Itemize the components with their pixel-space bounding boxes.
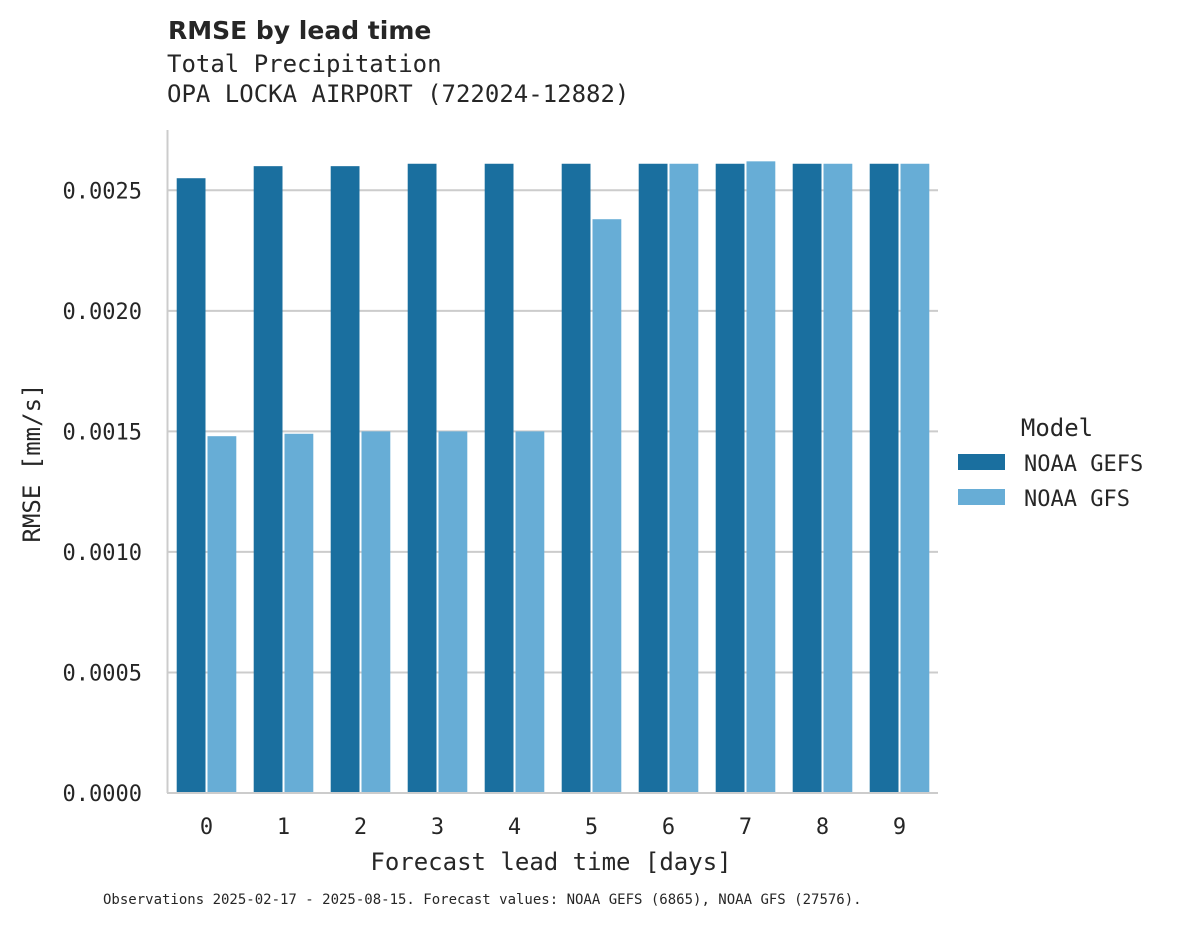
bar-noaa-gfs-1 [284, 433, 314, 793]
chart-subtitle-variable: Total Precipitation [167, 50, 442, 78]
bar-noaa-gfs-5 [592, 219, 622, 794]
y-tick-label: 0.0025 [63, 179, 142, 204]
bar-noaa-gfs-9 [900, 163, 930, 793]
bar-noaa-gfs-0 [207, 436, 237, 793]
x-tick-label: 2 [354, 815, 367, 840]
y-tick-label: 0.0005 [63, 661, 142, 686]
bar-noaa-gefs-5 [561, 163, 591, 793]
legend-label: NOAA GFS [1024, 487, 1130, 512]
legend-title: Model [1021, 414, 1093, 442]
x-tick-label: 8 [816, 815, 829, 840]
x-tick-label: 4 [508, 815, 521, 840]
x-tick-label: 7 [739, 815, 752, 840]
bar-noaa-gefs-3 [407, 163, 437, 793]
x-axis-label: Forecast lead time [days] [370, 848, 731, 876]
y-axis-label: RMSE [mm/s] [18, 384, 46, 543]
bar-noaa-gefs-2 [330, 166, 360, 793]
bar-noaa-gfs-6 [669, 163, 699, 793]
x-tick-label: 3 [431, 815, 444, 840]
bars [176, 161, 930, 794]
legend-label: NOAA GEFS [1024, 452, 1143, 477]
chart-subtitle-station: OPA LOCKA AIRPORT (722024-12882) [167, 80, 630, 108]
x-tick-label: 1 [277, 815, 290, 840]
gridlines [168, 189, 938, 674]
legend: Model NOAA GEFS NOAA GFS [958, 414, 1143, 512]
bar-noaa-gefs-9 [869, 163, 899, 793]
x-tick-label: 5 [585, 815, 598, 840]
bar-noaa-gfs-7 [746, 161, 776, 794]
x-tick-label: 9 [893, 815, 906, 840]
bar-noaa-gefs-8 [792, 163, 822, 793]
bar-noaa-gfs-8 [823, 163, 853, 793]
y-tick-label: 0.0015 [63, 420, 142, 445]
bar-noaa-gfs-3 [438, 431, 468, 793]
legend-swatch [958, 489, 1005, 505]
legend-swatch [958, 454, 1005, 470]
y-tick-label: 0.0010 [63, 541, 142, 566]
bar-noaa-gefs-0 [176, 178, 206, 793]
bar-noaa-gefs-6 [638, 163, 668, 793]
bar-noaa-gefs-4 [484, 163, 514, 793]
bar-noaa-gfs-2 [361, 431, 391, 793]
chart-title: RMSE by lead time [168, 16, 432, 45]
footnote: Observations 2025-02-17 - 2025-08-15. Fo… [103, 892, 862, 908]
bar-noaa-gefs-7 [715, 163, 745, 793]
bar-noaa-gfs-4 [515, 431, 545, 793]
bar-noaa-gefs-1 [253, 166, 283, 793]
y-tick-labels: 0.0000 0.0005 0.0010 0.0015 0.0020 0.0025 [63, 179, 142, 807]
x-tick-label: 6 [662, 815, 675, 840]
y-tick-label: 0.0020 [63, 300, 142, 325]
y-tick-label: 0.0000 [63, 782, 142, 807]
x-tick-label: 0 [200, 815, 213, 840]
x-tick-labels: 0 1 2 3 4 5 6 7 8 9 [200, 815, 906, 840]
